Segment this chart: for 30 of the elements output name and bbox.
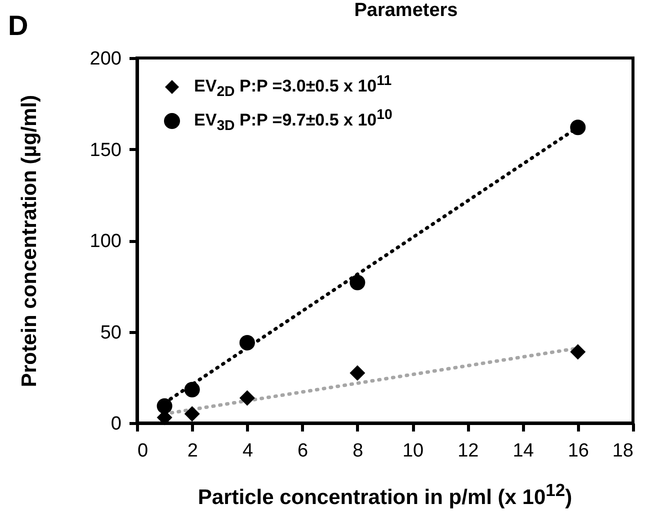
point xyxy=(239,390,255,406)
y-tick-label: 150 xyxy=(90,140,122,161)
x-tick-label: 0 xyxy=(138,440,148,462)
legend-label: EV$_{3D}$ P:P =9.7±0.5 x 10$^{10}$ xyxy=(194,107,392,135)
x-tick-label: 2 xyxy=(187,440,198,462)
legend-label: EV$_{2D}$ P:P =3.0±0.5 x 10$^{11}$ xyxy=(194,73,392,101)
x-tick-label: 14 xyxy=(512,440,534,462)
x-axis-title: Particle concentration in p/ml (x 10$^{12}$) xyxy=(198,480,572,510)
point xyxy=(156,398,172,414)
point xyxy=(350,274,366,290)
point xyxy=(184,382,200,398)
y-axis-title: Protein concentration (µg/ml) xyxy=(18,94,42,387)
x-tick-label: 16 xyxy=(568,440,589,462)
x-tick-label: 18 xyxy=(612,440,634,462)
y-tick-label: 0 xyxy=(110,414,122,434)
x-tick-label: 10 xyxy=(402,440,424,462)
point xyxy=(570,120,586,136)
point xyxy=(350,365,366,381)
x-tick-label: 4 xyxy=(242,440,254,462)
point xyxy=(570,344,586,360)
y-tick-label: 50 xyxy=(100,322,122,344)
text: D xyxy=(8,10,28,42)
x-tick-label: 8 xyxy=(352,440,364,462)
y-tick-label: 200 xyxy=(90,48,122,70)
y-tick-label: 100 xyxy=(90,231,122,252)
point xyxy=(184,406,200,422)
chart-title: Parameters xyxy=(354,0,458,22)
x-tick-label: 12 xyxy=(458,440,479,462)
point xyxy=(239,334,255,350)
x-tick-label: 6 xyxy=(298,440,308,462)
